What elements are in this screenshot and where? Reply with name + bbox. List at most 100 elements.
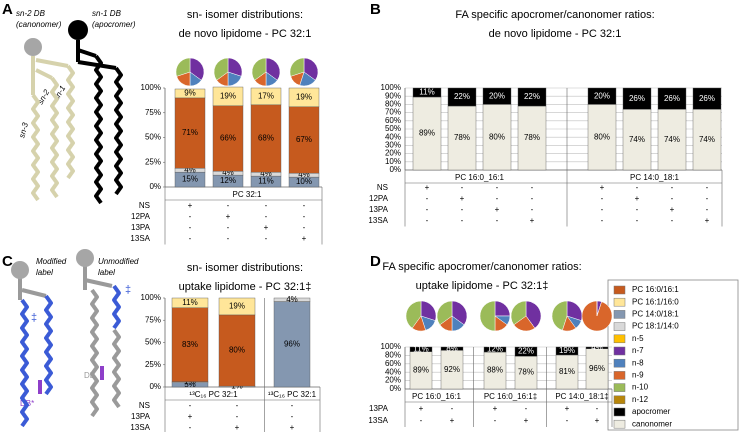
- data-label: 74%: [664, 135, 680, 144]
- condition-mark: -: [265, 201, 268, 210]
- condition-mark: -: [636, 216, 639, 225]
- y-tick-label: 0%: [389, 165, 401, 174]
- condition-name: 13PA: [369, 404, 389, 413]
- pie-slice: [479, 300, 496, 332]
- data-label: 22%: [518, 347, 534, 356]
- legend-label: n-5: [632, 334, 644, 343]
- condition-mark: +: [670, 205, 675, 214]
- legend-label: n-10: [632, 383, 649, 392]
- condition-mark: -: [706, 183, 709, 192]
- bar-segment: [288, 106, 320, 174]
- pie-slice: [566, 300, 583, 321]
- pie-slice: [405, 300, 422, 329]
- data-label: 96%: [589, 364, 605, 373]
- condition-mark: -: [303, 212, 306, 221]
- legend-swatch: [613, 371, 626, 380]
- data-label: 74%: [699, 135, 715, 144]
- pie-slice: [175, 57, 191, 77]
- data-label: 11%: [182, 298, 197, 307]
- y-tick-label: 100%: [141, 293, 161, 302]
- data-label: 10%: [296, 177, 312, 186]
- condition-mark: -: [461, 205, 464, 214]
- condition-mark: +: [425, 183, 430, 192]
- y-tick-label: 10%: [385, 157, 401, 166]
- y-tick-label: 60%: [385, 116, 401, 125]
- data-label: 4%: [184, 165, 196, 174]
- data-label: 15%: [182, 175, 198, 184]
- legend-swatch: [613, 383, 626, 392]
- condition-name: 13SA: [368, 416, 388, 425]
- condition-mark: -: [601, 205, 604, 214]
- bar-segment: [288, 87, 320, 108]
- bar-segment: [587, 87, 617, 105]
- condition-mark: -: [426, 216, 429, 225]
- diagram-label: ‡: [31, 312, 37, 324]
- condition-name: 13SA: [130, 234, 150, 243]
- y-tick-label: 100%: [381, 83, 401, 92]
- condition-mark: -: [451, 404, 454, 413]
- condition-mark: -: [236, 401, 239, 410]
- data-label: 4%: [222, 168, 234, 177]
- condition-mark: -: [496, 216, 499, 225]
- condition-mark: -: [227, 201, 230, 210]
- bar-segment: [657, 87, 687, 110]
- y-tick-label: 50%: [145, 133, 161, 142]
- y-tick-label: 30%: [385, 141, 401, 150]
- y-tick-label: 40%: [385, 367, 401, 376]
- pie-slice: [265, 57, 281, 81]
- lipid-chain: [112, 328, 121, 409]
- bar-segment: [447, 105, 477, 171]
- lipid-chain: [20, 298, 29, 428]
- lipid-chain: [77, 60, 117, 70]
- bar-segment: [273, 297, 311, 302]
- legend-label: n-8: [632, 358, 644, 367]
- chart-title: FA specific apocromer/canonomer ratios:: [382, 261, 581, 273]
- bar-segment: [587, 104, 617, 171]
- diagram-label: sn-3: [17, 121, 30, 139]
- data-label: 11%: [258, 177, 273, 186]
- data-label: 89%: [419, 129, 435, 138]
- double-bond: [38, 380, 42, 394]
- data-label: 68%: [258, 134, 274, 143]
- condition-mark: +: [524, 416, 529, 425]
- group-label: PC 14:0_18:1‡: [555, 392, 608, 401]
- bar-segment: [692, 87, 722, 110]
- data-label: 26%: [664, 94, 680, 103]
- pie-slice: [451, 300, 468, 326]
- condition-mark: -: [189, 234, 192, 243]
- condition-mark: -: [189, 212, 192, 221]
- condition-mark: +: [595, 416, 600, 425]
- pie-slice: [551, 300, 568, 331]
- chart-title: de novo lipidome - PC 32:1: [179, 28, 312, 40]
- data-label: 5%: [184, 380, 196, 389]
- data-label: 78%: [524, 133, 540, 142]
- data-label: 78%: [518, 368, 534, 377]
- lipid-chain: [44, 294, 53, 396]
- condition-mark: -: [671, 216, 674, 225]
- condition-mark: -: [596, 404, 599, 413]
- panel-label: D: [370, 253, 381, 270]
- pie-slice: [510, 300, 527, 326]
- bar-segment: [218, 314, 256, 387]
- pie-slice: [213, 57, 229, 81]
- legend-label: n-12: [632, 395, 649, 404]
- condition-mark: -: [461, 183, 464, 192]
- condition-mark: -: [671, 183, 674, 192]
- condition-mark: -: [601, 216, 604, 225]
- lipid-chain: [94, 54, 103, 205]
- diagram-label: (apocromer): [92, 20, 136, 29]
- bar-segment: [174, 88, 206, 99]
- pie-slice: [289, 57, 305, 77]
- legend-swatch: [613, 419, 626, 429]
- condition-mark: -: [531, 194, 534, 203]
- lipid-chain: [66, 64, 75, 180]
- data-label: 19%: [296, 93, 312, 102]
- legend-box: [607, 279, 739, 431]
- condition-mark: -: [189, 423, 192, 432]
- legend-swatch: [613, 297, 626, 307]
- data-label: 12%: [220, 176, 236, 185]
- legend-label: canonomer: [632, 419, 672, 428]
- diagram-label: sn-1 DB: [92, 9, 122, 18]
- bar-segment: [409, 346, 433, 352]
